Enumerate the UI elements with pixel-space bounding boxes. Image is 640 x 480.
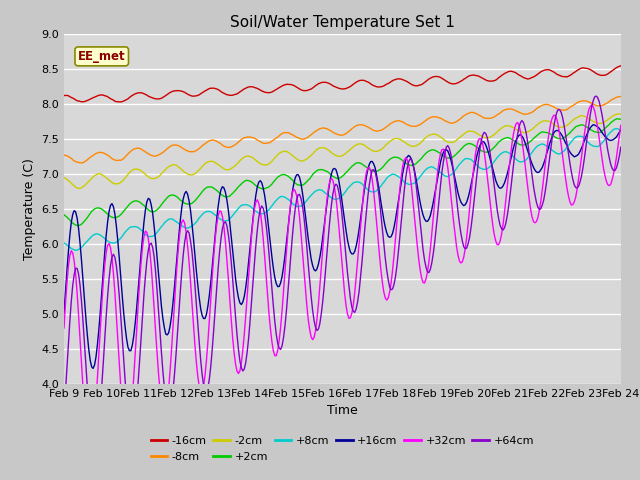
- +64cm: [616, 153, 623, 159]
- +8cm: [617, 128, 625, 133]
- Line: +8cm: +8cm: [64, 129, 621, 251]
- +16cm: [541, 156, 549, 162]
- +32cm: [86, 448, 94, 454]
- -8cm: [614, 94, 621, 100]
- +16cm: [79, 276, 87, 282]
- +32cm: [616, 133, 623, 139]
- -2cm: [458, 132, 466, 138]
- +2cm: [614, 116, 621, 121]
- +8cm: [541, 142, 549, 148]
- Title: Soil/Water Temperature Set 1: Soil/Water Temperature Set 1: [230, 15, 455, 30]
- X-axis label: Time: Time: [327, 405, 358, 418]
- Line: +32cm: +32cm: [64, 105, 621, 451]
- +2cm: [81, 218, 88, 224]
- -2cm: [81, 183, 88, 189]
- -2cm: [98, 172, 106, 178]
- -2cm: [75, 185, 83, 191]
- Line: -16cm: -16cm: [64, 66, 621, 102]
- +8cm: [60, 240, 68, 246]
- Line: +16cm: +16cm: [64, 125, 621, 369]
- +64cm: [91, 447, 99, 453]
- +2cm: [60, 212, 68, 217]
- -8cm: [60, 152, 68, 158]
- -16cm: [617, 63, 625, 69]
- -2cm: [348, 145, 356, 151]
- Line: -8cm: -8cm: [64, 96, 621, 163]
- +64cm: [617, 144, 625, 150]
- +2cm: [75, 223, 83, 228]
- +16cm: [616, 129, 623, 135]
- +8cm: [98, 233, 106, 239]
- Line: +64cm: +64cm: [64, 96, 621, 450]
- +32cm: [541, 161, 549, 167]
- -16cm: [79, 99, 87, 105]
- +64cm: [541, 189, 549, 194]
- +16cm: [89, 366, 97, 372]
- +8cm: [616, 127, 623, 132]
- -2cm: [617, 111, 625, 117]
- Legend: -16cm, -8cm, -2cm, +2cm, +8cm, +16cm, +32cm, +64cm: -16cm, -8cm, -2cm, +2cm, +8cm, +16cm, +3…: [147, 432, 538, 466]
- -8cm: [98, 150, 106, 156]
- -8cm: [81, 159, 88, 165]
- -8cm: [616, 94, 623, 99]
- -16cm: [458, 78, 466, 84]
- +16cm: [617, 127, 625, 132]
- -16cm: [614, 64, 621, 70]
- Line: -2cm: -2cm: [64, 114, 621, 188]
- +16cm: [589, 122, 597, 128]
- -8cm: [348, 126, 356, 132]
- +2cm: [98, 206, 106, 212]
- +8cm: [612, 126, 620, 132]
- +32cm: [60, 325, 68, 331]
- -8cm: [77, 160, 85, 166]
- +32cm: [79, 385, 87, 391]
- +2cm: [458, 145, 466, 151]
- +16cm: [98, 288, 106, 294]
- -2cm: [616, 111, 623, 117]
- +64cm: [592, 93, 600, 99]
- +8cm: [348, 181, 356, 187]
- +2cm: [348, 164, 356, 169]
- +64cm: [458, 238, 466, 244]
- -16cm: [97, 92, 104, 98]
- +2cm: [541, 130, 549, 135]
- +32cm: [98, 301, 106, 307]
- +2cm: [616, 116, 623, 122]
- +64cm: [348, 304, 356, 310]
- +8cm: [72, 248, 79, 253]
- +64cm: [60, 413, 68, 419]
- -16cm: [115, 99, 123, 105]
- +64cm: [79, 317, 87, 323]
- -8cm: [458, 114, 466, 120]
- +32cm: [458, 259, 466, 264]
- -2cm: [60, 175, 68, 180]
- -2cm: [614, 111, 621, 117]
- +32cm: [588, 102, 596, 108]
- Y-axis label: Temperature (C): Temperature (C): [23, 158, 36, 260]
- +2cm: [617, 116, 625, 122]
- -8cm: [617, 94, 625, 99]
- Line: +2cm: +2cm: [64, 119, 621, 226]
- +8cm: [81, 241, 88, 247]
- -16cm: [60, 93, 68, 98]
- +32cm: [617, 122, 625, 128]
- Text: EE_met: EE_met: [78, 50, 125, 63]
- -16cm: [541, 67, 549, 73]
- +16cm: [348, 251, 356, 257]
- -8cm: [541, 102, 549, 108]
- +16cm: [60, 311, 68, 316]
- +16cm: [458, 202, 466, 207]
- -2cm: [541, 118, 549, 124]
- +64cm: [98, 383, 106, 389]
- -16cm: [348, 83, 356, 88]
- +8cm: [458, 158, 466, 164]
- +32cm: [348, 310, 356, 316]
